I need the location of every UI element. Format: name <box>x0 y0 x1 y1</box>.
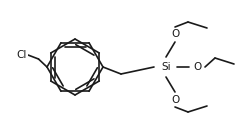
Text: O: O <box>193 62 201 72</box>
Text: Cl: Cl <box>17 50 27 60</box>
Text: O: O <box>171 29 179 39</box>
Text: Si: Si <box>161 62 171 72</box>
Text: O: O <box>171 95 179 105</box>
